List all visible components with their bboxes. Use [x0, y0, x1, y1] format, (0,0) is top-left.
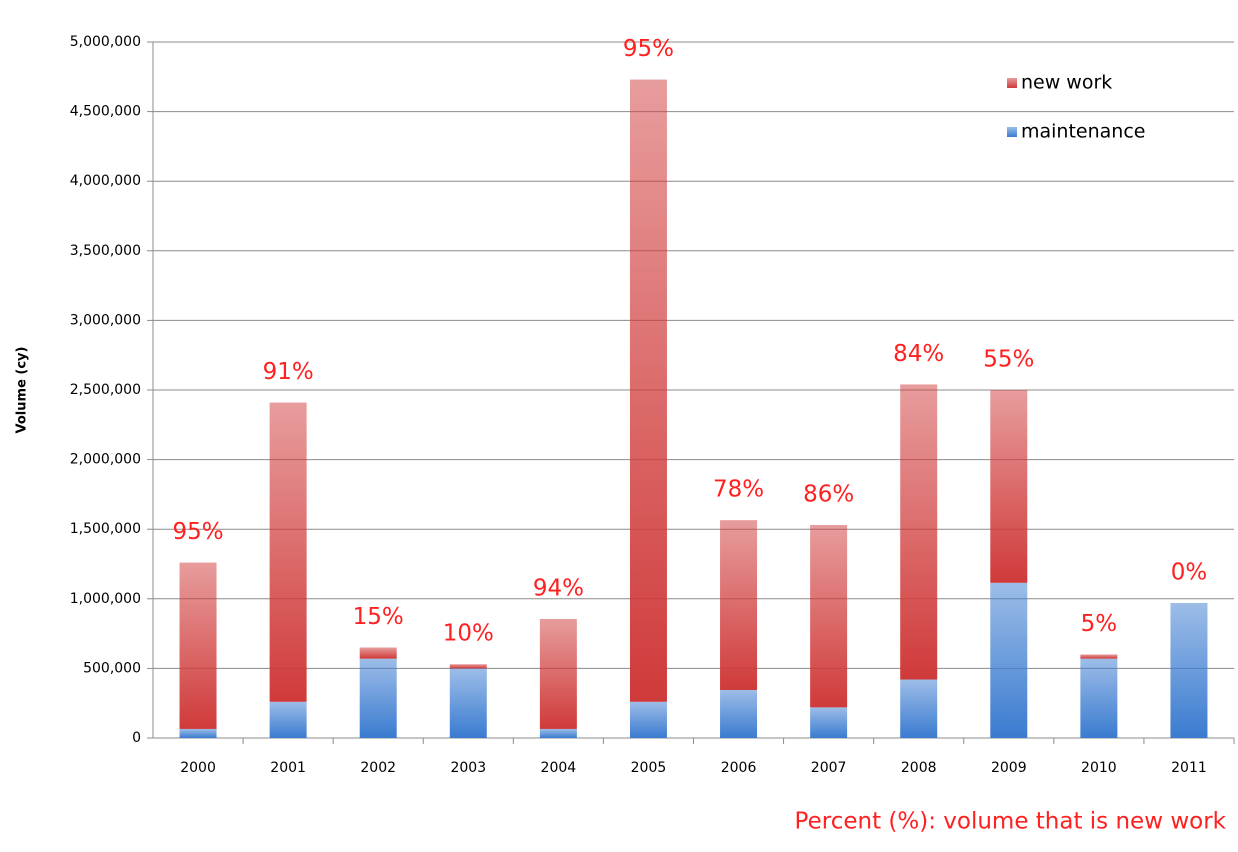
bar-segment: [269, 402, 307, 702]
percent-label: 0%: [1171, 559, 1208, 585]
y-tick-label: 5,000,000: [70, 34, 141, 50]
y-tick-label: 0: [132, 730, 141, 746]
x-tick-label: 2011: [1171, 760, 1207, 776]
x-tick-label: 2004: [541, 760, 577, 776]
bar-segment: [810, 525, 848, 708]
percent-label: 94%: [533, 575, 584, 601]
percent-label: 10%: [443, 621, 494, 647]
bar-segment: [359, 658, 397, 738]
footnote: Percent (%): volume that is new work: [795, 809, 1227, 835]
legend-swatch: [1007, 78, 1017, 88]
x-tick-label: 2005: [631, 760, 667, 776]
x-tick-label: 2010: [1081, 760, 1117, 776]
x-tick-label: 2001: [270, 760, 306, 776]
bar-segment: [720, 689, 758, 738]
bar-segment: [1080, 654, 1118, 659]
percent-label: 78%: [713, 477, 764, 503]
x-tick-label: 2006: [721, 760, 757, 776]
x-tick-label: 2007: [811, 760, 847, 776]
percent-label: 91%: [263, 359, 314, 385]
legend-label: new work: [1021, 72, 1112, 94]
y-tick-label: 4,000,000: [70, 173, 141, 189]
bar-segment: [990, 582, 1028, 738]
y-tick-label: 1,000,000: [70, 591, 141, 607]
y-tick-label: 500,000: [83, 660, 141, 676]
bar-segment: [359, 647, 397, 659]
legend-swatch: [1007, 127, 1017, 137]
bar-segment: [720, 520, 758, 690]
x-tick-label: 2002: [360, 760, 396, 776]
y-axis-title: Volume (cy): [15, 347, 30, 434]
percent-label: 15%: [353, 604, 404, 630]
percent-label: 95%: [172, 519, 223, 545]
bar-segment: [990, 390, 1028, 583]
x-tick-label: 2008: [901, 760, 937, 776]
bar-segment: [269, 701, 307, 738]
y-tick-label: 1,500,000: [70, 521, 141, 537]
bar-segment: [629, 701, 667, 738]
legend-label: maintenance: [1021, 121, 1145, 143]
x-tick-label: 2009: [991, 760, 1027, 776]
bar-segment: [539, 728, 577, 738]
percent-label: 5%: [1081, 611, 1118, 637]
bar-segment: [539, 618, 577, 729]
bar-segment: [900, 384, 938, 680]
y-tick-label: 4,500,000: [70, 104, 141, 120]
y-tick-label: 3,000,000: [70, 312, 141, 328]
percent-label: 86%: [803, 482, 854, 508]
bar-segment: [810, 707, 848, 738]
x-tick-label: 2000: [180, 760, 216, 776]
percent-label: 95%: [623, 36, 674, 62]
percent-label: 55%: [983, 347, 1034, 373]
bar-segment: [179, 562, 217, 729]
x-tick-label: 2003: [450, 760, 486, 776]
bar-segment: [449, 664, 487, 669]
bar-segment: [449, 668, 487, 738]
bar-segment: [1080, 658, 1118, 738]
y-tick-label: 2,500,000: [70, 382, 141, 398]
y-tick-label: 2,000,000: [70, 452, 141, 468]
bar-segment: [179, 728, 217, 738]
y-tick-label: 3,500,000: [70, 243, 141, 259]
bar-segment: [1170, 602, 1208, 738]
bar-segment: [900, 679, 938, 738]
bar-segment: [629, 79, 667, 702]
percent-label: 84%: [893, 341, 944, 367]
